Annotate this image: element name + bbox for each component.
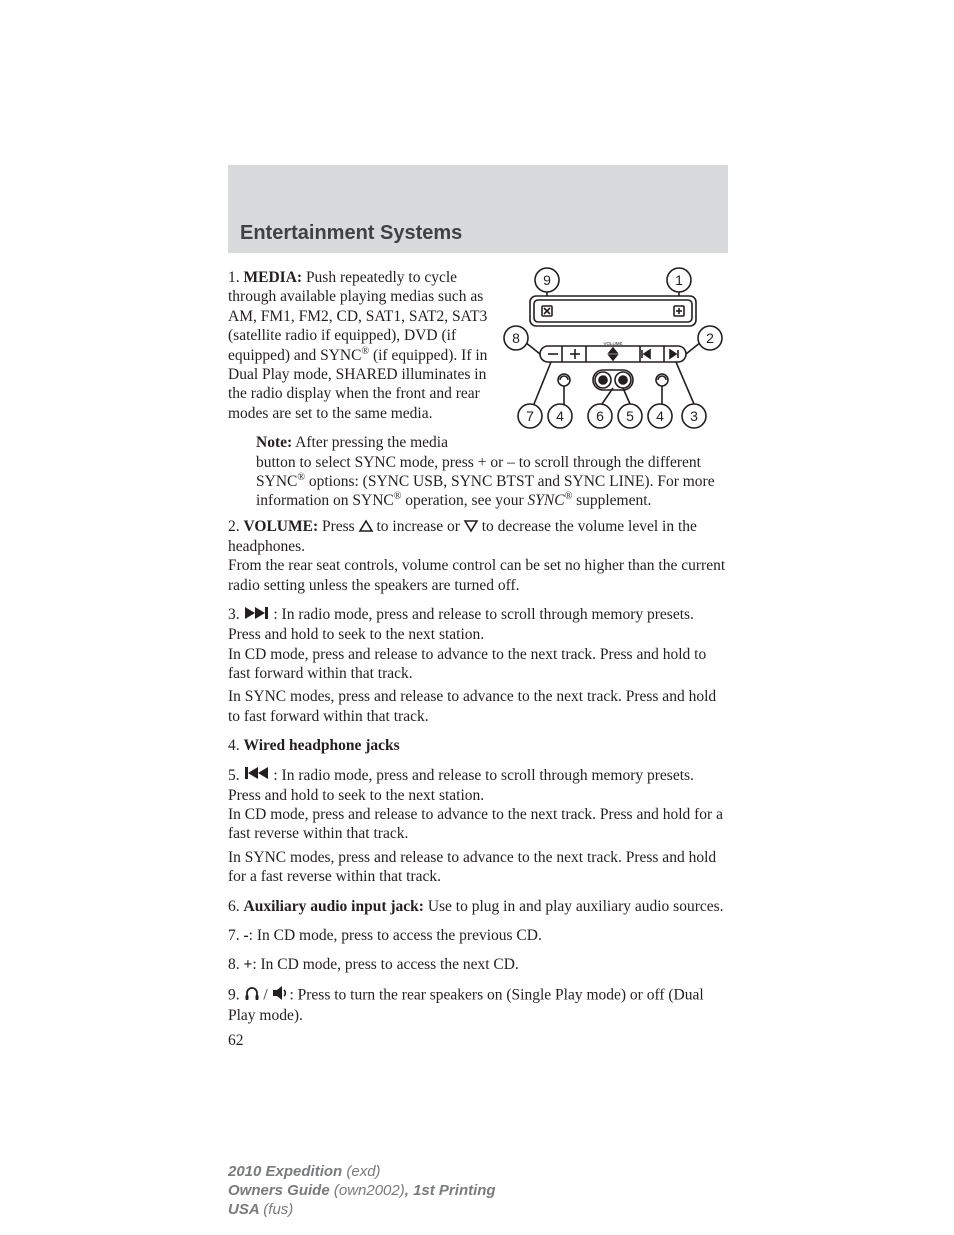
callout-8: 8	[512, 330, 520, 346]
item-5-num: 5.	[228, 767, 240, 784]
callout-3: 3	[690, 408, 698, 424]
item-3-line2: In CD mode, press and release to advance…	[228, 645, 728, 684]
item-6-num: 6.	[228, 898, 240, 915]
item-3-num: 3.	[228, 606, 240, 623]
footer-l2b: Owners Guide	[228, 1182, 334, 1199]
item-9-body: : Press to turn the rear speakers on (Si…	[228, 986, 704, 1024]
item-9: 9. / : Press to turn the rear speakers o…	[228, 985, 728, 1026]
page-title: Entertainment Systems	[240, 222, 462, 245]
footer-line-3: USA (fus)	[228, 1201, 496, 1220]
content-area: 9 1 8 2 7 4 6 5 4 3 VOLUME 1. MEDIA: Pus…	[228, 268, 728, 1051]
note-label: Note:	[256, 434, 292, 451]
footer: 2010 Expedition (exd) Owners Guide (own2…	[228, 1163, 496, 1219]
footer-l2b2: , 1st Printing	[405, 1182, 496, 1199]
item-2-body-a: Press	[318, 518, 358, 535]
item-6-label: Auxiliary audio input jack:	[244, 898, 424, 915]
footer-l3i: (fus)	[263, 1201, 293, 1218]
item-2-label: VOLUME:	[244, 518, 319, 535]
item-8-num: 8.	[228, 956, 240, 973]
callout-2: 2	[706, 330, 714, 346]
footer-l2i: (own2002)	[334, 1182, 405, 1199]
footer-l1i: (exd)	[346, 1163, 380, 1180]
callout-7: 7	[526, 408, 534, 424]
item-2-line2: From the rear seat controls, volume cont…	[228, 556, 728, 595]
callout-5: 5	[626, 408, 634, 424]
triangle-up-icon	[359, 518, 373, 537]
item-9-num: 9.	[228, 986, 240, 1003]
callout-6: 6	[596, 408, 604, 424]
slash: /	[263, 986, 271, 1003]
reg-mark: ®	[297, 472, 305, 483]
item-5: 5. : In radio mode, press and release to…	[228, 766, 728, 887]
callout-1: 1	[675, 272, 683, 288]
prev-track-icon	[244, 766, 270, 785]
callout-9: 9	[543, 272, 551, 288]
headphones-icon	[244, 985, 260, 1006]
item-7-body: : In CD mode, press to access the previo…	[249, 927, 542, 944]
item-3-line1: : In radio mode, press and release to sc…	[228, 606, 694, 643]
item-6: 6. Auxiliary audio input jack: Use to pl…	[228, 897, 728, 916]
item-5-line1: : In radio mode, press and release to sc…	[228, 767, 694, 804]
footer-l1b: 2010 Expedition	[228, 1163, 346, 1180]
item-2-num: 2.	[228, 518, 240, 535]
item-4-num: 4.	[228, 737, 240, 754]
item-8: 8. +: In CD mode, press to access the ne…	[228, 955, 728, 974]
note-body3: operation, see your	[401, 493, 527, 510]
item-5-line2: In CD mode, press and release to advance…	[228, 805, 728, 844]
page: Entertainment Systems	[0, 0, 954, 1235]
item-1-num: 1.	[228, 269, 240, 286]
item-4-label: Wired headphone jacks	[244, 737, 400, 754]
item-1-note: Note: After pressing the media button to…	[256, 433, 728, 511]
item-7: 7. -: In CD mode, press to access the pr…	[228, 926, 728, 945]
triangle-down-icon	[464, 518, 478, 537]
control-diagram: 9 1 8 2 7 4 6 5 4 3 VOLUME	[498, 268, 728, 438]
item-1-label: MEDIA:	[244, 269, 303, 286]
reg-mark: ®	[361, 346, 369, 357]
footer-l3b: USA	[228, 1201, 263, 1218]
item-2: 2. VOLUME: Press to increase or to decre…	[228, 517, 728, 595]
note-italic: SYNC	[528, 493, 565, 510]
item-6-body: Use to plug in and play auxiliary audio …	[424, 898, 724, 915]
item-2-body-b: to increase or	[376, 518, 463, 535]
item-4: 4. Wired headphone jacks	[228, 736, 728, 755]
speaker-icon	[272, 985, 286, 1006]
header-band: Entertainment Systems	[228, 165, 728, 253]
item-3-line3: In SYNC modes, press and release to adva…	[228, 687, 728, 726]
item-5-line3: In SYNC modes, press and release to adva…	[228, 848, 728, 887]
page-number: 62	[228, 1031, 728, 1050]
item-3: 3. : In radio mode, press and release to…	[228, 605, 728, 726]
callout-4b: 4	[656, 408, 664, 424]
item-8-body: : In CD mode, press to access the next C…	[252, 956, 518, 973]
item-7-num: 7.	[228, 927, 240, 944]
note-body4: supplement.	[572, 493, 651, 510]
next-track-icon	[244, 606, 270, 625]
volume-label: VOLUME	[603, 341, 622, 346]
footer-line-1: 2010 Expedition (exd)	[228, 1163, 496, 1182]
footer-line-2: Owners Guide (own2002), 1st Printing	[228, 1182, 496, 1201]
callout-4a: 4	[556, 408, 564, 424]
